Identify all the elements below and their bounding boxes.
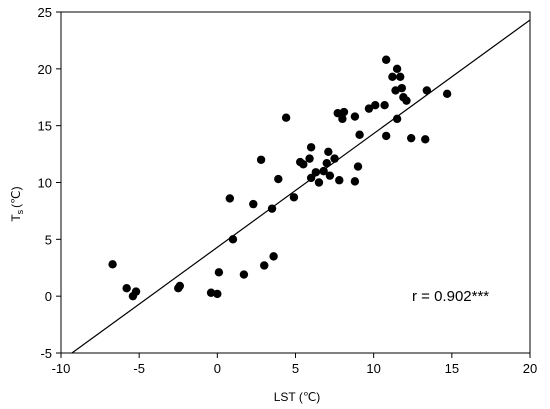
x-tick-label: 20 — [523, 361, 537, 376]
data-point — [299, 160, 308, 169]
data-point — [338, 114, 347, 124]
data-point — [108, 260, 117, 269]
data-point — [249, 199, 258, 209]
x-tick-label: -5 — [133, 361, 145, 376]
data-point — [175, 281, 185, 291]
data-point — [324, 147, 333, 157]
data-point — [269, 252, 278, 261]
data-point — [322, 158, 331, 168]
y-axis-ticks: -5 0 5 10 15 20 25 — [38, 5, 61, 361]
data-point — [213, 289, 222, 299]
plot-area — [71, 19, 531, 354]
y-tick-label: 20 — [38, 62, 52, 77]
data-point — [325, 171, 335, 180]
y-tick-label: -5 — [40, 346, 52, 361]
y-axis-title: Ts (℃) — [9, 186, 25, 221]
data-points — [108, 55, 452, 301]
data-point — [214, 268, 224, 277]
data-point — [380, 101, 389, 110]
data-point — [305, 154, 314, 163]
x-tick-label: 5 — [292, 361, 299, 376]
y-axis-title-subscript: s — [15, 209, 25, 214]
data-point — [339, 107, 349, 117]
data-point — [306, 173, 316, 183]
data-point — [335, 176, 344, 185]
data-point — [396, 72, 405, 81]
data-point — [206, 288, 216, 297]
x-tick-label: 10 — [366, 361, 380, 376]
data-point — [392, 64, 402, 74]
data-point — [289, 193, 299, 202]
x-axis-ticks: -10 -5 0 5 10 15 20 — [52, 353, 537, 376]
data-point — [421, 135, 430, 144]
y-tick-label: 5 — [45, 232, 52, 247]
data-point — [228, 235, 238, 244]
y-tick-label: 25 — [38, 5, 52, 20]
y-axis-title-main: T — [9, 214, 23, 222]
y-axis-title-unit: (℃) — [9, 186, 23, 207]
x-tick-label: -10 — [52, 361, 71, 376]
data-point — [350, 177, 360, 186]
data-point — [314, 178, 324, 187]
x-tick-label: 0 — [214, 361, 221, 376]
data-point — [333, 108, 342, 118]
data-point — [319, 166, 328, 176]
data-point — [381, 55, 391, 64]
data-point — [388, 72, 397, 81]
data-point — [397, 83, 407, 93]
data-point — [364, 104, 374, 113]
data-point — [381, 131, 391, 141]
data-point — [371, 101, 380, 110]
data-point — [355, 130, 364, 139]
data-point — [281, 113, 291, 122]
data-point — [131, 287, 141, 296]
data-point — [402, 96, 411, 105]
correlation-annotation: r = 0.902*** — [412, 288, 489, 305]
data-point — [306, 143, 316, 152]
data-point — [353, 162, 363, 171]
data-point — [239, 270, 249, 279]
data-point — [422, 86, 432, 95]
data-point — [442, 89, 452, 99]
y-tick-label: 15 — [38, 119, 52, 134]
data-point — [330, 154, 339, 163]
regression-line — [71, 19, 531, 354]
data-point — [256, 155, 266, 164]
data-point — [350, 112, 360, 121]
data-point — [274, 174, 283, 184]
x-tick-label: 15 — [445, 361, 459, 376]
data-point — [225, 194, 235, 203]
y-tick-label: 10 — [38, 176, 52, 191]
data-point — [267, 204, 277, 213]
data-point — [260, 261, 269, 270]
data-point — [311, 168, 321, 177]
data-point — [392, 114, 402, 124]
data-point — [122, 284, 131, 293]
y-tick-label: 0 — [45, 289, 52, 304]
data-point — [406, 133, 416, 143]
x-axis-title: LST (℃) — [274, 390, 321, 404]
